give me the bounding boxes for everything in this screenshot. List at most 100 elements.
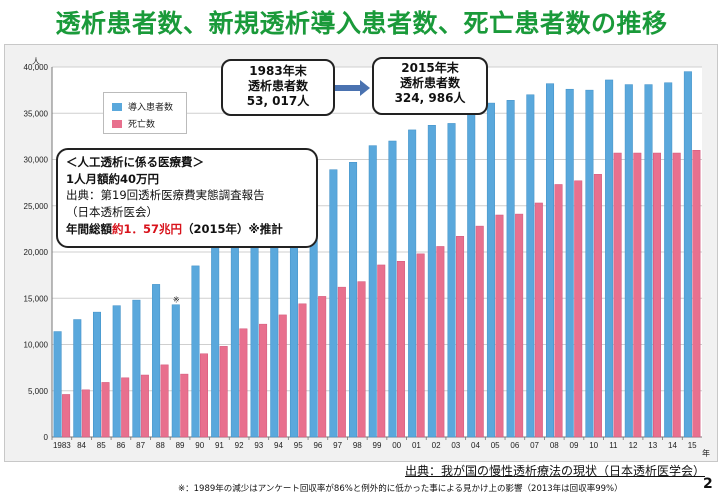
callout-2015-line3: 324, 986人 [394, 91, 466, 105]
x-tick-label: 96 [313, 441, 322, 450]
bar-deaths [475, 225, 484, 438]
y-tick-label: 20,000 [24, 248, 49, 257]
bar-introduced-patients [112, 305, 121, 438]
callout-1983: 1983年末 透析患者数 53, 017人 [221, 59, 335, 116]
bar-deaths [62, 394, 71, 438]
bar-introduced-patients [230, 228, 239, 438]
x-tick-label: 90 [195, 441, 204, 450]
x-tick-label: 86 [116, 441, 125, 450]
x-tick-label: 99 [373, 441, 382, 450]
callout-1983-line1: 1983年末 [249, 64, 307, 78]
x-tick-label: 14 [668, 441, 677, 450]
x-tick-label: 03 [451, 441, 460, 450]
x-tick-label: 88 [156, 441, 165, 450]
cost-line4-pre: 年間総額 [66, 221, 112, 236]
y-tick-label: 15,000 [24, 294, 49, 303]
legend-swatch-pink [112, 119, 122, 128]
bar-introduced-patients [408, 129, 417, 438]
x-tick-label: 87 [136, 441, 145, 450]
bar-deaths [593, 174, 602, 438]
callout-2015-line2: 透析患者数 [399, 76, 460, 90]
bar-introduced-patients [486, 102, 495, 438]
bar-deaths [377, 264, 386, 438]
x-tick-label: 02 [432, 441, 441, 450]
bar-deaths [456, 236, 465, 438]
bar-deaths [278, 314, 287, 438]
x-tick-label: 10 [589, 441, 598, 450]
bar-introduced-patients [506, 100, 515, 438]
x-tick-label: 08 [550, 441, 559, 450]
y-tick-label: 25,000 [24, 202, 49, 211]
bar-introduced-patients [624, 84, 633, 438]
bar-introduced-patients [388, 140, 397, 438]
bar-introduced-patients [92, 311, 101, 438]
cost-callout: ＜人工透析に係る医療費＞ 1人月額約40万円 出典：第19回透析医療費実態調査報… [56, 148, 318, 248]
bar-chart: 人 年 0 5,000 10,000 15,000 20,000 25,000 30,000… [24, 57, 710, 458]
bar-deaths [495, 214, 504, 438]
x-tick-label: 93 [254, 441, 263, 450]
bar-introduced-patients [546, 83, 555, 438]
bar-deaths [298, 303, 307, 438]
cost-line4: 年間総額約1．57兆円（2015年）※推計 [66, 221, 308, 238]
x-unit-label: 年 [702, 448, 710, 458]
bar-introduced-patients [349, 162, 358, 438]
slide-title: 透析患者数、新規透析導入患者数、死亡患者数の推移 [55, 9, 668, 38]
bar-deaths [574, 180, 583, 438]
callout-1983-line3: 53, 017人 [246, 94, 310, 108]
cost-line2: 出典：第19回透析医療費実態調査報告 [66, 188, 265, 203]
bar-introduced-patients [447, 123, 456, 438]
x-tick-label: 05 [491, 441, 500, 450]
x-tick-label: 04 [471, 441, 480, 450]
cost-line1: 1人月額約40万円 [66, 171, 160, 186]
bar-introduced-patients [368, 145, 377, 438]
bar-deaths [396, 261, 405, 438]
source-citation: 出典：我が国の慢性透析療法の現状（日本透析医学会） [405, 464, 706, 478]
bar-introduced-patients [605, 79, 614, 438]
grid-layer [51, 66, 702, 438]
bar-deaths [121, 377, 130, 438]
bar-introduced-patients [152, 284, 161, 438]
x-tick-label: 1983 [53, 441, 71, 450]
bar-deaths [672, 152, 681, 438]
bar-introduced-patients [211, 243, 220, 438]
y-tick-label: 30,000 [24, 156, 49, 165]
bar-introduced-patients [427, 125, 436, 438]
x-tick-label: 98 [353, 441, 362, 450]
chart-legend: 導入患者数 死亡数 [103, 92, 187, 134]
callout-1983-line2: 透析患者数 [247, 79, 308, 93]
x-tick-label: 97 [333, 441, 342, 450]
callout-2015: 2015年末 透析患者数 324, 986人 [372, 57, 488, 115]
x-tick-label: 15 [688, 441, 697, 450]
y-tick-label: 10,000 [24, 341, 49, 350]
x-tick-label: 85 [97, 441, 106, 450]
bar-deaths [101, 382, 110, 438]
bar-introduced-patients [585, 89, 594, 438]
legend-item-series1: 導入患者数 [112, 100, 173, 113]
cost-line4-red: 約1．57兆円 [112, 221, 183, 236]
bar-deaths [239, 328, 248, 438]
ticks-layer: 0 5,000 10,000 15,000 20,000 25,000 30,000 35,0… [24, 63, 698, 450]
x-tick-label: 13 [648, 441, 657, 450]
footnote: ※：1989年の減少はアンケート回収率が86%と例外的に低かった事による見かけ上… [178, 484, 623, 494]
legend-item-series2: 死亡数 [112, 117, 155, 130]
bar-introduced-patients [329, 169, 338, 438]
bar-deaths [180, 373, 189, 438]
x-tick-label: 00 [392, 441, 401, 450]
cost-heading: ＜人工透析に係る医療費＞ [66, 155, 204, 169]
bar-deaths [160, 364, 169, 438]
bar-introduced-patients [526, 94, 535, 438]
bar-deaths [199, 353, 208, 438]
x-tick-label: 11 [609, 441, 618, 450]
bar-deaths [534, 202, 543, 438]
x-tick-label: 12 [629, 441, 638, 450]
annotation-mark: ※ [173, 296, 180, 305]
callout-2015-line1: 2015年末 [401, 61, 459, 75]
bar-deaths [259, 323, 268, 438]
bar-introduced-patients [73, 319, 82, 438]
y-unit-label: 人 [32, 57, 40, 66]
x-tick-label: 06 [510, 441, 519, 450]
bars-layer [53, 71, 701, 438]
legend-swatch-blue [112, 102, 122, 111]
bar-introduced-patients [53, 331, 62, 438]
bar-introduced-patients [171, 304, 180, 438]
